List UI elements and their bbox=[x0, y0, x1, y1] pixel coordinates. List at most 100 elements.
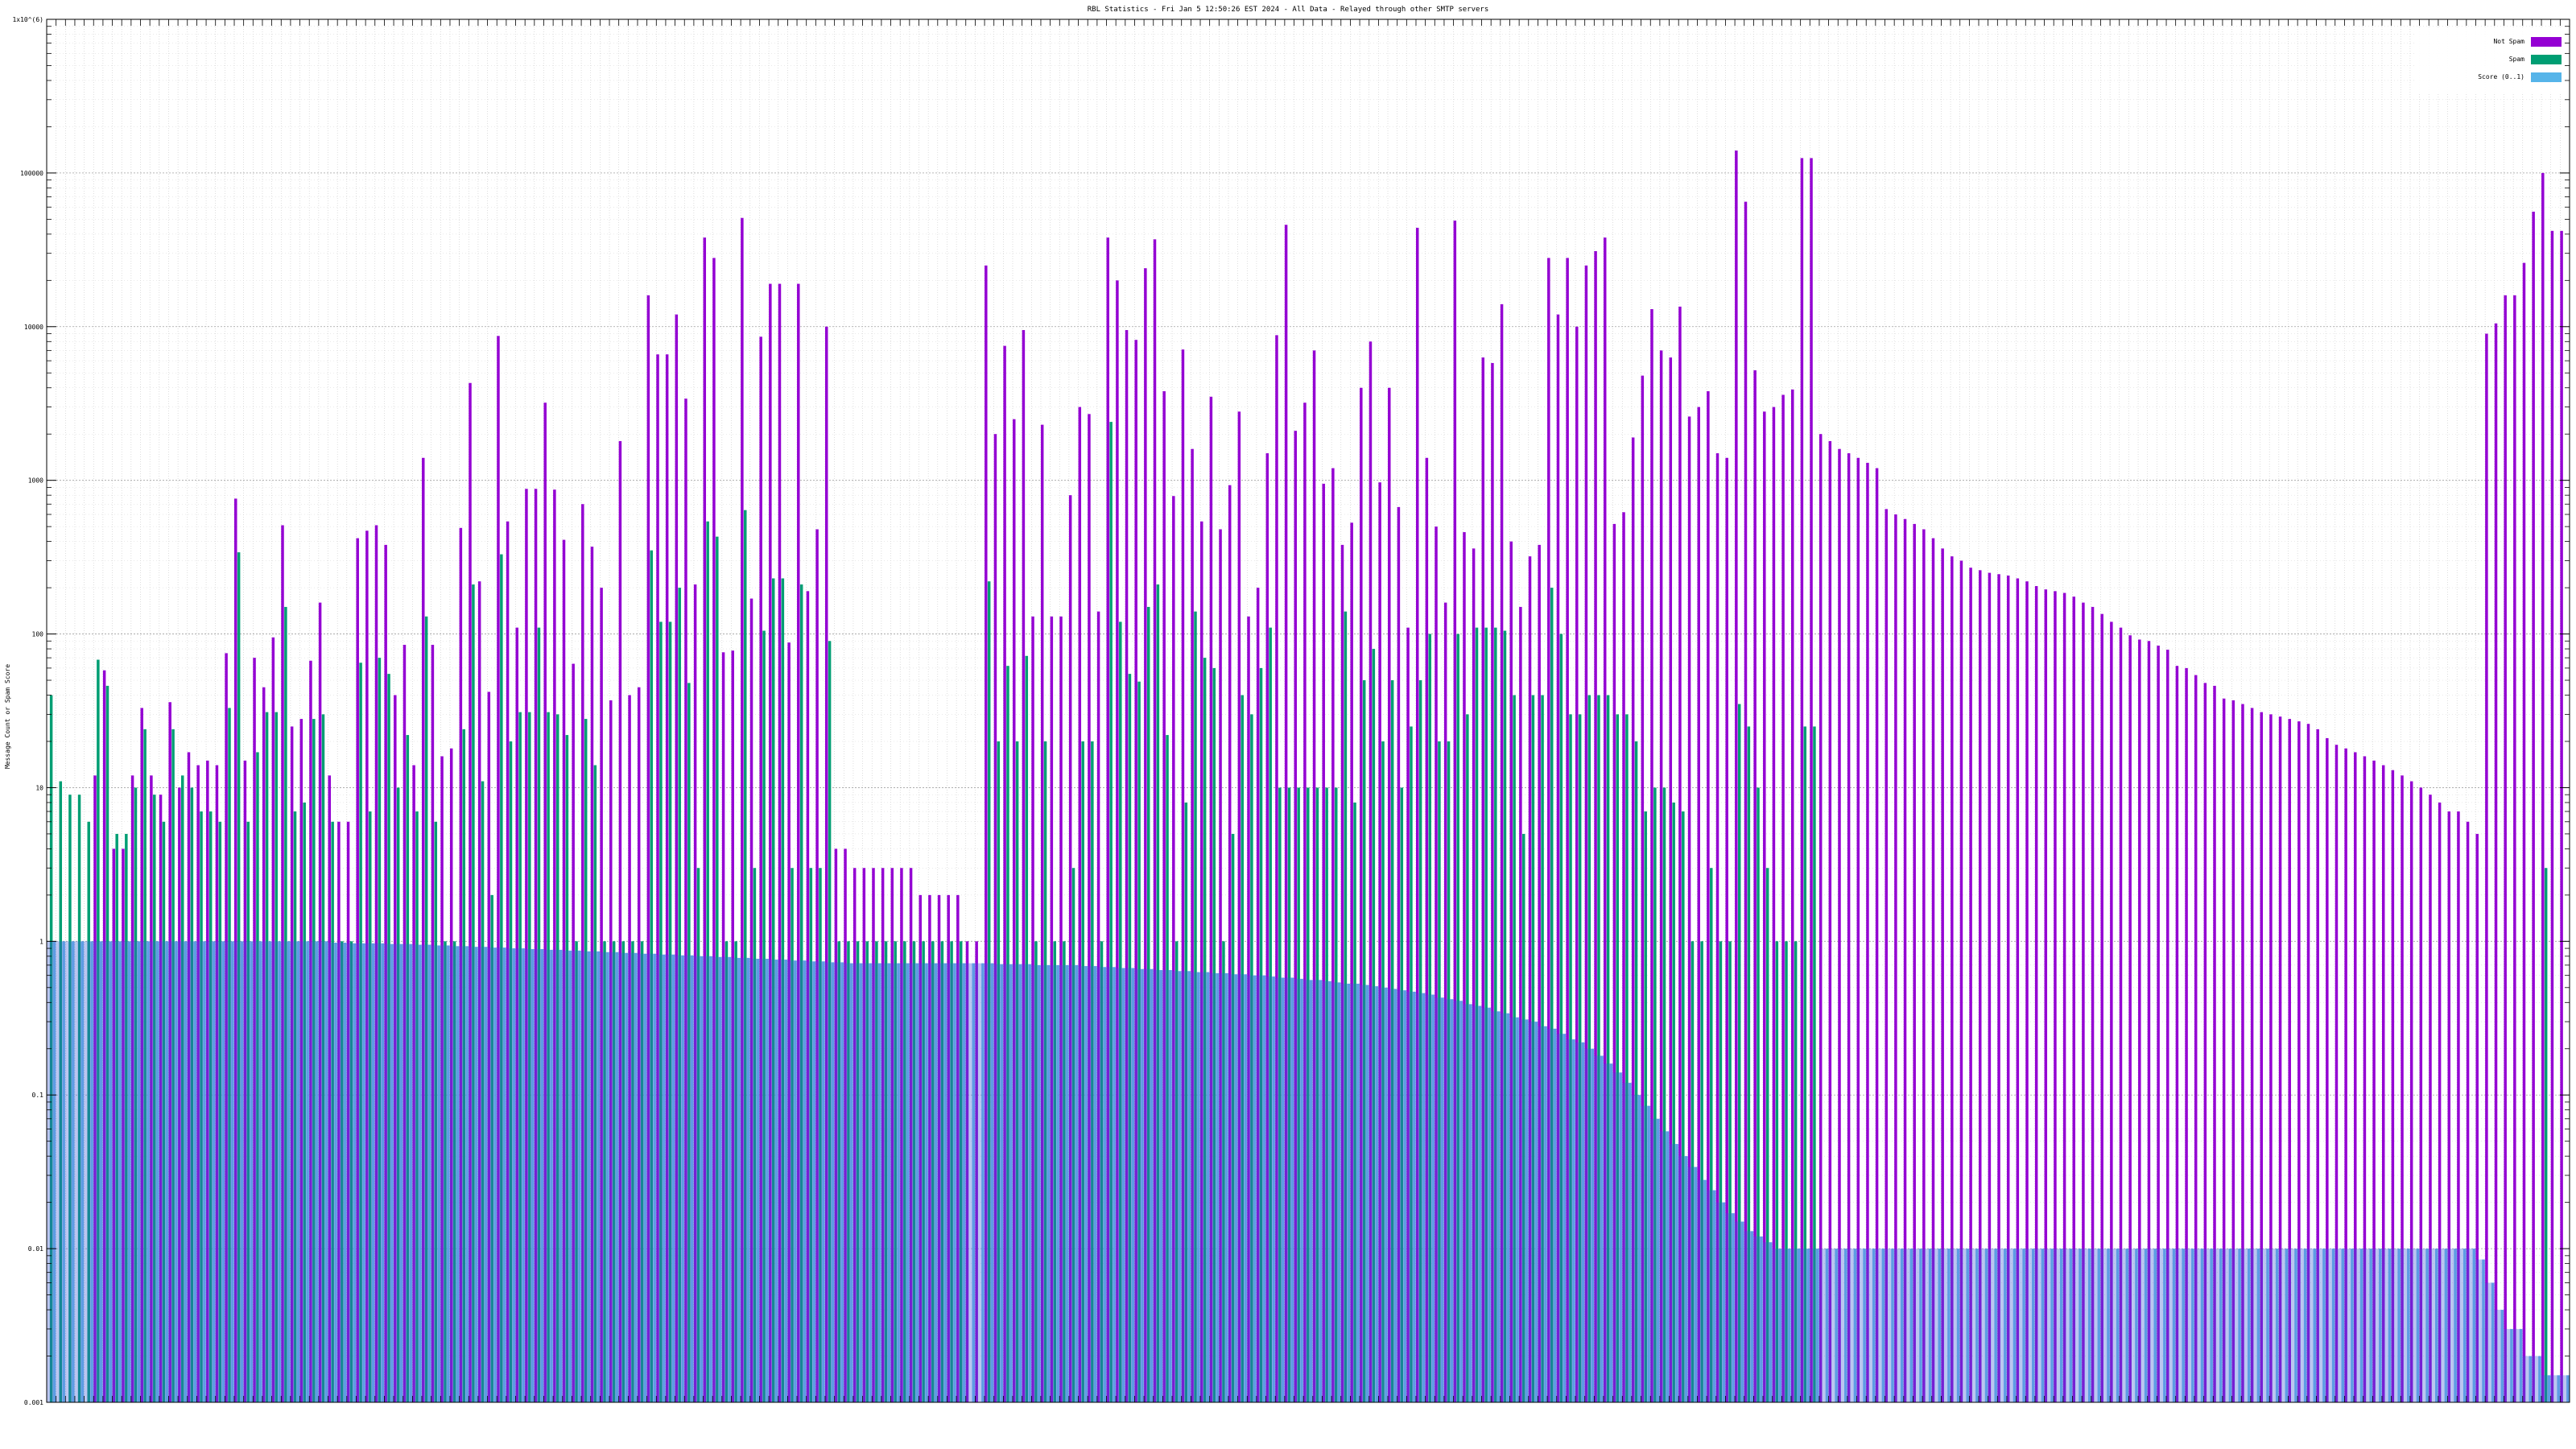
bar-score bbox=[990, 963, 994, 1402]
bar-score-band bbox=[2119, 1249, 2129, 1402]
bar-score-band bbox=[2494, 1310, 2504, 1402]
bar-score-band bbox=[741, 957, 750, 1402]
bar-score bbox=[2557, 1375, 2560, 1402]
bar-spam bbox=[1372, 649, 1376, 1402]
bar-score bbox=[1365, 985, 1369, 1402]
bar-spam bbox=[396, 787, 400, 1402]
bar-score-band bbox=[2504, 1328, 2514, 1402]
bar-not-spam bbox=[1228, 485, 1232, 1403]
bar-not-spam bbox=[1068, 495, 1072, 1402]
bar-not-spam bbox=[431, 645, 435, 1402]
axis-layer: 0.001 0.01 0.1 1 10 100 1000 10000 100000 1x10^(6… bbox=[12, 16, 2570, 1406]
bar-score-band bbox=[346, 943, 357, 1402]
bar-spam bbox=[584, 719, 588, 1402]
bar-spam bbox=[678, 588, 681, 1402]
bar-score-band bbox=[797, 960, 807, 1402]
bar-score-band bbox=[1566, 1039, 1576, 1402]
bar-not-spam bbox=[318, 602, 322, 1402]
bar-score bbox=[1450, 999, 1454, 1402]
bar-not-spam bbox=[1781, 394, 1785, 1402]
bar-score bbox=[2322, 1249, 2326, 1402]
bar-not-spam bbox=[1331, 468, 1335, 1403]
bar-spam bbox=[556, 714, 559, 1402]
bar-not-spam bbox=[1247, 616, 1250, 1402]
bar-not-spam bbox=[102, 670, 106, 1402]
bar-score-band bbox=[1191, 972, 1201, 1402]
bar-not-spam bbox=[890, 868, 894, 1402]
bar-score-band bbox=[609, 952, 619, 1402]
y-tick-label: 10000 bbox=[24, 324, 43, 331]
bar-not-spam bbox=[1735, 150, 1738, 1403]
bar-not-spam bbox=[656, 354, 659, 1402]
bar-not-spam bbox=[402, 645, 407, 1402]
bar-not-spam bbox=[759, 336, 762, 1403]
bar-spam bbox=[424, 616, 428, 1402]
bar-not-spam bbox=[1265, 453, 1269, 1403]
bar-score bbox=[2069, 1249, 2073, 1402]
bar-score bbox=[1675, 1144, 1678, 1402]
bar-spam bbox=[134, 787, 138, 1402]
bar-score-band bbox=[2128, 1249, 2139, 1402]
bar-score bbox=[568, 950, 572, 1402]
bar-score bbox=[409, 943, 412, 1402]
bar-score bbox=[972, 963, 976, 1402]
bar-score-band bbox=[74, 941, 85, 1402]
bar-score bbox=[550, 949, 553, 1402]
bar-not-spam bbox=[2438, 802, 2442, 1402]
bar-score bbox=[2351, 1249, 2354, 1402]
bar-score bbox=[1797, 1249, 1801, 1402]
bar-not-spam bbox=[2344, 748, 2347, 1402]
bar-not-spam bbox=[262, 687, 266, 1402]
bar-spam bbox=[490, 894, 493, 1402]
bar-score-band bbox=[1715, 1202, 1726, 1402]
bar-spam bbox=[68, 795, 72, 1402]
bar-spam bbox=[359, 663, 362, 1402]
bar-score bbox=[681, 955, 684, 1402]
bar-spam bbox=[303, 802, 306, 1402]
bar-score bbox=[419, 944, 422, 1402]
bar-not-spam bbox=[1707, 390, 1710, 1402]
bar-not-spam bbox=[590, 547, 594, 1402]
bar-not-spam bbox=[1472, 548, 1476, 1403]
bar-spam bbox=[415, 811, 419, 1402]
bar-score-band bbox=[2522, 1356, 2533, 1402]
bar-score bbox=[1600, 1055, 1604, 1402]
bar-score bbox=[268, 941, 272, 1402]
bar-score-band bbox=[1200, 972, 1210, 1402]
bar-score-band bbox=[384, 943, 394, 1402]
bar-not-spam bbox=[1059, 616, 1063, 1402]
bar-score-band bbox=[815, 961, 825, 1402]
bar-score-band bbox=[1463, 1004, 1472, 1402]
bar-score bbox=[1534, 1022, 1538, 1402]
bar-not-spam bbox=[1368, 341, 1373, 1402]
bar-not-spam bbox=[844, 848, 847, 1402]
bar-score bbox=[1835, 1249, 1838, 1402]
bar-spam bbox=[1410, 726, 1413, 1402]
bar-score bbox=[653, 953, 656, 1402]
bar-score bbox=[1347, 983, 1351, 1402]
bar-score bbox=[1197, 972, 1200, 1402]
bar-score-band bbox=[1144, 968, 1154, 1402]
bar-score bbox=[1947, 1249, 1951, 1402]
bar-spam bbox=[1166, 735, 1169, 1402]
bar-spam bbox=[171, 729, 175, 1402]
bar-not-spam bbox=[2485, 333, 2488, 1403]
bar-score-band bbox=[1997, 1249, 2007, 1402]
bar-not-spam bbox=[2457, 811, 2460, 1402]
bar-score bbox=[728, 956, 732, 1402]
bar-score bbox=[822, 961, 825, 1402]
bar-score bbox=[1919, 1249, 1922, 1402]
bar-score-band bbox=[2485, 1282, 2495, 1402]
bar-score-band bbox=[374, 943, 385, 1402]
bar-spam bbox=[706, 521, 709, 1402]
bar-spam bbox=[528, 712, 531, 1402]
bar-score-band bbox=[1443, 999, 1454, 1402]
bar-not-spam bbox=[2560, 230, 2563, 1403]
bar-score-band bbox=[1687, 1166, 1698, 1402]
bar-score bbox=[1816, 1249, 1819, 1402]
bar-spam bbox=[265, 712, 269, 1402]
bar-spam bbox=[1447, 741, 1451, 1402]
bar-not-spam bbox=[1697, 407, 1700, 1403]
bar-not-spam bbox=[1538, 544, 1541, 1402]
bar-not-spam bbox=[797, 283, 800, 1403]
